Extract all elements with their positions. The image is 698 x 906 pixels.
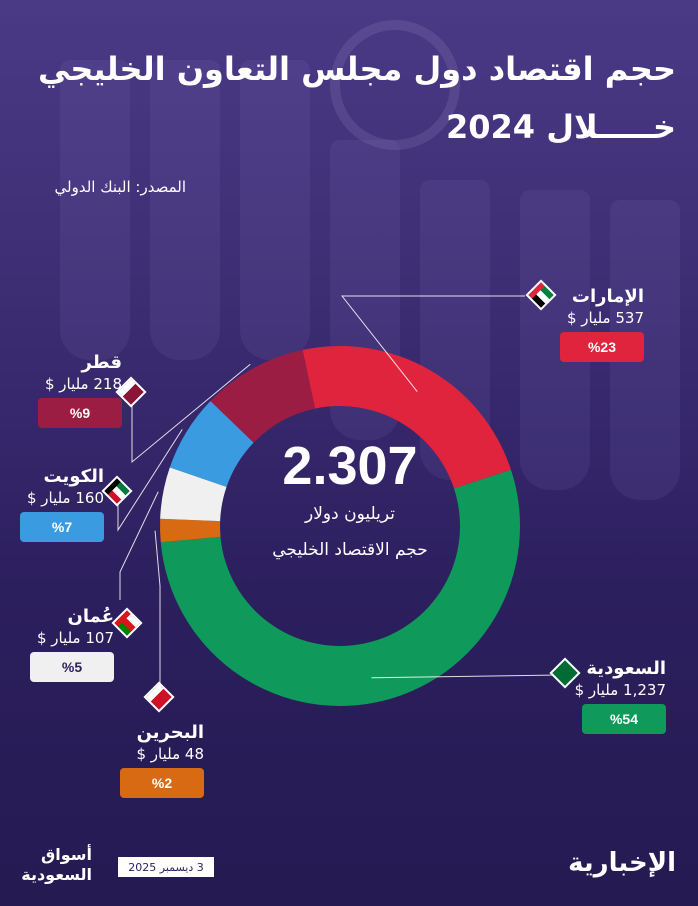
donut-slice-5 (210, 349, 316, 443)
leader-line-5 (131, 363, 251, 464)
callout-saudi: السعودية 1,237 مليار $ %54 (575, 658, 666, 734)
footer-logo: أسواق السعودية (21, 845, 92, 884)
country-value: 48 مليار $ (136, 745, 204, 763)
leader-line-0 (340, 295, 525, 392)
callout-bahrain: البحرين 48 مليار $ %2 (120, 722, 204, 798)
callout-kuwait: الكويت 160 مليار $ %7 (20, 466, 104, 542)
callout-uae: الإمارات 537 مليار $ %23 (560, 286, 644, 362)
donut-slice-4 (169, 401, 254, 487)
donut-slice-3 (160, 467, 227, 522)
country-name: الكويت (43, 466, 105, 487)
country-percent: %9 (38, 398, 122, 428)
leader-line-2 (154, 530, 161, 690)
leader-line-1 (371, 674, 561, 679)
country-value: 218 مليار $ (44, 375, 122, 393)
country-percent: %5 (30, 652, 114, 682)
leader-line-4 (117, 429, 183, 532)
country-percent: %54 (582, 704, 666, 734)
publish-date: 3 ديسمبر 2025 (118, 857, 214, 877)
donut-slice-0 (302, 346, 511, 489)
country-value: 107 مليار $ (36, 629, 114, 647)
country-name: عُمان (67, 606, 115, 627)
country-name: البحرين (136, 722, 204, 743)
country-name: الإمارات (571, 286, 644, 307)
callout-oman: عُمان 107 مليار $ %5 (30, 606, 114, 682)
country-percent: %23 (560, 332, 644, 362)
country-name: السعودية (586, 658, 666, 679)
leader-line-3 (119, 491, 159, 600)
source-label: المصدر: البنك الدولي (54, 178, 186, 196)
brand-logo: الإخبارية (568, 848, 676, 878)
country-value: 537 مليار $ (566, 309, 644, 327)
country-percent: %2 (120, 768, 204, 798)
chart-title: حجم اقتصاد دول مجلس التعاون الخليجي (37, 50, 676, 88)
country-value: 160 مليار $ (26, 489, 104, 507)
total-description: حجم الاقتصاد الخليجي (272, 540, 428, 560)
country-percent: %7 (20, 512, 104, 542)
callout-qatar: قطر 218 مليار $ %9 (38, 352, 122, 428)
country-value: 1,237 مليار $ (574, 681, 666, 699)
chart-subtitle: خـــــلال 2024 (445, 108, 676, 146)
country-name: قطر (81, 352, 122, 373)
donut-slice-2 (160, 518, 221, 543)
total-unit: تريليون دولار (305, 504, 395, 524)
total-value: 2.307 (282, 436, 418, 496)
donut-slice-1 (160, 469, 520, 706)
